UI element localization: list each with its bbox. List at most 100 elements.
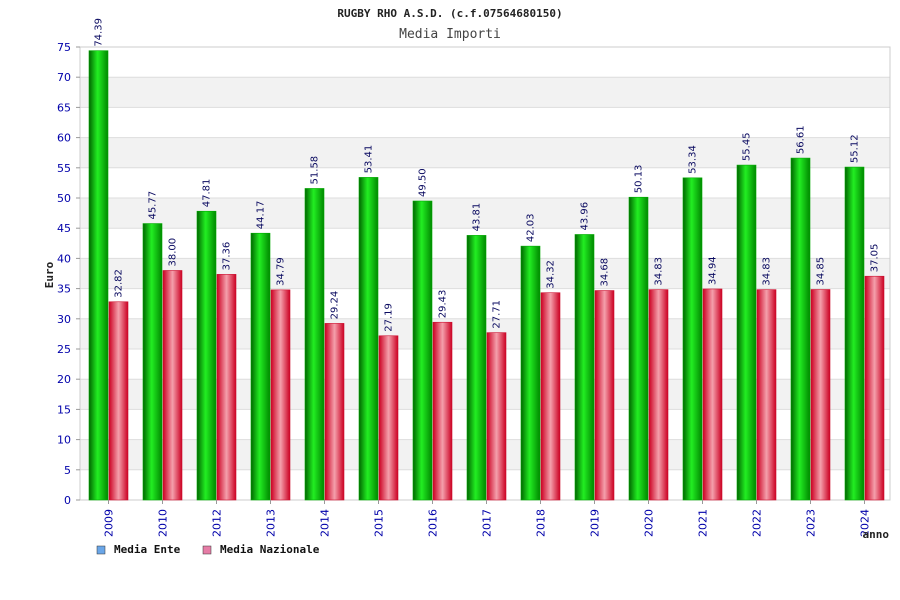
data-label: 42.03 [526,213,537,242]
data-label: 37.05 [870,244,881,273]
y-axis-label: Euro [43,261,56,288]
y-tick-label: 60 [57,132,71,145]
y-tick-label: 70 [57,71,71,84]
x-tick-label: 2009 [103,509,116,537]
x-tick-label: 2019 [589,509,602,537]
y-tick-label: 35 [57,283,71,296]
bar-media-nazionale-2022 [756,289,777,501]
bar-media-nazionale-2021 [702,288,723,501]
bar-media-nazionale-2020 [648,289,669,501]
bar-media-ente-2009 [88,50,109,501]
bar-media-ente-2014 [304,188,325,501]
bar-media-nazionale-2016 [432,321,453,501]
x-axis-ticks: 2009 2010 2012 2013 2014 2015 2016 2017 2018 2019… [103,500,872,537]
x-tick-label: 2017 [481,509,494,537]
bars: 74.39 32.82 45.77 38.00 47.81 37.36 44.17 34.79… [88,18,885,501]
bar-media-nazionale-2019 [594,290,615,501]
x-tick-label: 2012 [211,509,224,537]
data-label: 34.83 [654,257,665,286]
x-axis-label: anno [863,528,890,541]
y-tick-label: 55 [57,162,71,175]
bar-media-nazionale-2012 [216,274,237,501]
x-tick-label: 2013 [265,509,278,537]
x-tick-label: 2022 [751,509,764,537]
data-label: 55.45 [742,132,753,161]
bar-media-ente-2017 [466,235,487,501]
grid-band [80,77,890,108]
bar-media-nazionale-2013 [270,289,291,501]
legend-label-media-ente: Media Ente [114,543,181,556]
x-tick-label: 2010 [157,509,170,537]
y-tick-label: 25 [57,343,71,356]
y-tick-label: 15 [57,403,71,416]
data-label: 34.94 [708,256,719,285]
chart-title: RUGBY RHO A.S.D. (c.f.07564680150) [337,7,562,20]
legend-swatch-media-nazionale [202,545,212,555]
y-tick-label: 45 [57,222,71,235]
y-tick-label: 20 [57,373,71,386]
bar-media-nazionale-2023 [810,289,831,501]
bar-media-nazionale-2017 [486,332,507,501]
x-tick-label: 2023 [805,509,818,537]
x-tick-label: 2016 [427,509,440,537]
data-label: 55.12 [850,134,861,163]
grid-band [80,47,890,78]
data-label: 34.79 [276,257,287,286]
data-label: 47.81 [202,179,213,208]
bar-media-ente-2023 [790,157,811,501]
bar-media-ente-2018 [520,245,541,501]
bar-media-nazionale-2024 [864,275,885,501]
bar-media-ente-2015 [358,177,379,501]
y-tick-label: 30 [57,313,71,326]
bar-media-ente-2013 [250,232,271,501]
y-tick-label: 40 [57,252,71,265]
data-label: 44.17 [256,201,267,230]
x-tick-label: 2021 [697,509,710,537]
data-label: 34.85 [816,257,827,286]
legend-label-media-nazionale: Media Nazionale [220,543,320,556]
data-label: 32.82 [114,269,125,298]
bar-media-ente-2012 [196,210,217,501]
y-tick-label: 65 [57,101,71,114]
y-tick-label: 10 [57,434,71,447]
data-label: 29.24 [330,291,341,320]
x-tick-label: 2018 [535,509,548,537]
data-label: 49.50 [418,168,429,197]
data-label: 51.58 [310,156,321,185]
bar-media-nazionale-2010 [162,270,183,501]
data-label: 43.96 [580,202,591,231]
x-tick-label: 2015 [373,509,386,537]
data-label: 45.77 [148,191,159,220]
data-label: 29.43 [438,290,449,319]
bar-media-nazionale-2009 [108,301,129,501]
data-label: 38.00 [168,238,179,267]
data-label: 50.13 [634,165,645,194]
y-tick-label: 75 [57,41,71,54]
data-label: 37.36 [222,242,233,271]
legend: Media Ente Media Nazionale [96,543,320,556]
grid-band [80,107,890,138]
bar-media-ente-2021 [682,177,703,501]
bar-media-nazionale-2015 [378,335,399,501]
data-label: 43.81 [472,203,483,232]
chart-subtitle: Media Importi [399,27,501,42]
bar-media-ente-2024 [844,166,865,501]
x-tick-label: 2014 [319,509,332,537]
bar-media-ente-2010 [142,223,163,501]
data-label: 34.68 [600,258,611,287]
bar-media-ente-2019 [574,234,595,501]
bar-media-ente-2016 [412,200,433,501]
legend-swatch-media-ente [96,545,106,555]
data-label: 34.83 [762,257,773,286]
y-tick-label: 0 [64,494,71,507]
y-tick-label: 5 [64,464,71,477]
data-label: 27.19 [384,303,395,332]
bar-media-nazionale-2018 [540,292,561,501]
x-tick-label: 2024 [859,509,872,537]
data-label: 74.39 [94,18,105,47]
bar-media-ente-2022 [736,164,757,501]
y-tick-label: 50 [57,192,71,205]
grid-band [80,137,890,168]
data-label: 53.34 [688,145,699,174]
data-label: 27.71 [492,300,503,329]
